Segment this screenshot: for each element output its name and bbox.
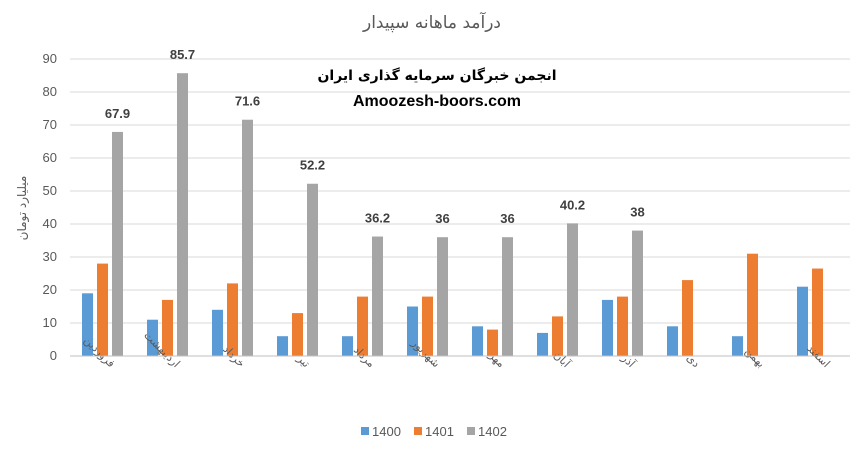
legend-swatch xyxy=(414,427,422,435)
bars xyxy=(82,73,823,356)
bar-1401-11 xyxy=(812,268,823,356)
bar-1401-0 xyxy=(97,263,108,356)
watermark-line2: Amoozesh-boors.com xyxy=(353,93,521,110)
bar-1400-9 xyxy=(667,326,678,356)
bar-1402-1 xyxy=(177,73,188,356)
bar-1400-4 xyxy=(342,336,353,356)
bar-1400-3 xyxy=(277,336,288,356)
legend-swatch xyxy=(361,427,369,435)
bar-1401-6 xyxy=(487,329,498,356)
bar-1400-5 xyxy=(407,306,418,356)
bar-1402-7 xyxy=(567,223,578,356)
chart-title: درآمد ماهانه سپیدار xyxy=(362,11,501,33)
y-tick-label: 70 xyxy=(43,117,57,132)
data-labels: 67.9 85.7 71.6 52.2 36.2 36 36 40.2 38 xyxy=(105,47,645,226)
bar-1401-1 xyxy=(162,299,173,356)
data-label: 38 xyxy=(630,205,644,220)
bar-1400-10 xyxy=(732,336,743,356)
data-label: 71.6 xyxy=(235,94,260,109)
bar-1401-10 xyxy=(747,253,758,356)
gridlines xyxy=(70,58,850,324)
bar-1401-3 xyxy=(292,313,303,356)
y-axis-label: میلیارد تومان xyxy=(15,176,30,241)
bar-1400-6 xyxy=(472,326,483,356)
bar-1400-0 xyxy=(82,293,93,356)
bar-1402-6 xyxy=(502,237,513,356)
data-label: 36 xyxy=(435,211,449,226)
y-tick-label: 90 xyxy=(43,51,57,66)
bar-1400-2 xyxy=(212,309,223,356)
bar-1402-5 xyxy=(437,237,448,356)
y-tick-label: 60 xyxy=(43,150,57,165)
data-label: 40.2 xyxy=(560,197,585,212)
bar-1401-7 xyxy=(552,316,563,356)
bar-1402-2 xyxy=(242,119,253,356)
bar-1400-8 xyxy=(602,299,613,356)
y-tick-label: 0 xyxy=(50,348,57,363)
legend-label: 1401 xyxy=(425,424,454,439)
y-tick-label: 30 xyxy=(43,249,57,264)
bar-1400-7 xyxy=(537,332,548,356)
data-label: 52.2 xyxy=(300,158,325,173)
y-tick-label: 20 xyxy=(43,282,57,297)
bar-1401-9 xyxy=(682,280,693,356)
bar-1401-8 xyxy=(617,296,628,356)
legend-label: 1402 xyxy=(478,424,507,439)
bar-1400-1 xyxy=(147,319,158,356)
y-tick-label: 40 xyxy=(43,216,57,231)
bar-1400-11 xyxy=(797,286,808,356)
data-label: 36.2 xyxy=(365,211,390,226)
bar-1402-4 xyxy=(372,236,383,356)
bar-1402-3 xyxy=(307,183,318,356)
data-label: 85.7 xyxy=(170,47,195,62)
legend-swatch xyxy=(467,427,475,435)
bar-1401-4 xyxy=(357,296,368,356)
bar-1401-2 xyxy=(227,283,238,356)
legend-label: 1400 xyxy=(372,424,401,439)
y-axis-ticks: 0 10 20 30 40 50 60 70 80 90 xyxy=(43,51,57,363)
bar-1402-8 xyxy=(632,230,643,356)
x-category-label: بهمن xyxy=(742,345,767,370)
watermark-line1: انجمن خبرگان سرمایه گذاری ایران xyxy=(317,67,556,84)
data-label: 67.9 xyxy=(105,106,130,121)
y-tick-label: 50 xyxy=(43,183,57,198)
legend: 1400 1401 1402 xyxy=(361,424,507,439)
y-tick-label: 80 xyxy=(43,84,57,99)
data-label: 36 xyxy=(500,211,514,226)
bar-1401-5 xyxy=(422,296,433,356)
bar-1402-0 xyxy=(112,131,123,356)
x-axis-categories: فروردین اردیبهشت خرداد تیر مرداد شهریور مهر آبا… xyxy=(81,329,832,371)
y-tick-label: 10 xyxy=(43,315,57,330)
